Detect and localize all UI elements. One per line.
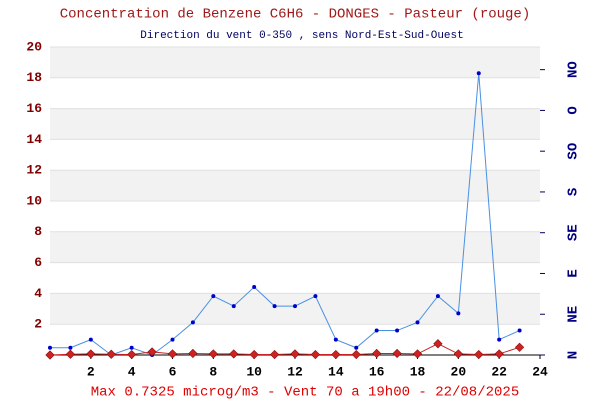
y2-tick-label: O: [566, 106, 582, 114]
point: [395, 328, 400, 333]
point: [272, 304, 277, 309]
point: [249, 349, 259, 360]
point: [293, 304, 297, 309]
y-tick-label: 6: [34, 255, 42, 270]
point: [252, 285, 257, 290]
y2-tick-label: SO: [566, 143, 582, 160]
point: [106, 349, 116, 359]
point: [127, 349, 137, 360]
point: [514, 342, 525, 352]
y-tick-label: 18: [26, 70, 42, 85]
y2-tick-label: NO: [566, 61, 582, 78]
point: [453, 349, 463, 359]
x-tick-label: 6: [169, 364, 177, 379]
y-tick-label: 20: [26, 39, 42, 54]
point: [433, 339, 443, 349]
chart-subtitle: Direction du vent 0-350 , sens Nord-Est-…: [140, 30, 463, 42]
y2-tick-label: S: [566, 188, 582, 196]
point: [372, 348, 382, 359]
point: [211, 294, 216, 299]
x-tick-label: 16: [369, 364, 385, 379]
point: [147, 347, 157, 357]
grid-band: [50, 231, 540, 263]
point: [331, 349, 341, 360]
point: [170, 337, 175, 342]
y-tick-label: 12: [26, 163, 42, 178]
point: [374, 328, 379, 333]
chart-footer: Max 0.7325 microg/m3 - Vent 70 a 19h00 -…: [91, 385, 519, 400]
point: [65, 349, 76, 359]
point: [229, 349, 239, 359]
y-tick-label: 2: [34, 317, 42, 332]
grid-band: [50, 170, 540, 201]
point: [231, 304, 236, 309]
point: [412, 349, 423, 359]
point: [456, 311, 461, 316]
point: [208, 349, 218, 359]
point: [290, 349, 300, 359]
point: [129, 345, 134, 350]
point: [188, 348, 198, 359]
point: [48, 345, 52, 350]
x-tick-label: 18: [410, 364, 426, 379]
point: [435, 294, 440, 299]
point: [167, 349, 178, 359]
point: [269, 349, 280, 360]
point: [45, 350, 55, 360]
point: [190, 320, 195, 325]
y-tick-label: 8: [34, 224, 42, 239]
y2-tick-label: NE: [566, 306, 582, 323]
x-tick-label: 24: [532, 364, 548, 379]
x-tick-label: 8: [209, 364, 217, 379]
y2-tick-label: E: [566, 269, 582, 277]
point: [313, 294, 318, 299]
point: [86, 349, 96, 359]
x-tick-label: 22: [491, 364, 507, 379]
point: [497, 337, 502, 342]
point: [333, 337, 338, 342]
x-tick-label: 20: [451, 364, 467, 379]
y-tick-label: 4: [34, 286, 42, 301]
y2-tick-label: SE: [566, 224, 582, 241]
y-tick-label: 14: [26, 132, 42, 147]
x-tick-label: 14: [328, 364, 344, 379]
x-tick-label: 2: [87, 364, 95, 379]
chart-title: Concentration de Benzene C6H6 - DONGES -…: [60, 7, 530, 23]
x-tick-label: 12: [287, 364, 303, 379]
point: [494, 349, 504, 359]
point: [392, 348, 402, 359]
grid-band: [50, 293, 540, 325]
x-tick-label: 4: [128, 364, 136, 379]
point: [354, 345, 359, 350]
grid-band: [50, 108, 540, 140]
y-tick-label: 10: [26, 193, 42, 208]
x-tick-label: 10: [246, 364, 262, 379]
y-tick-label: 16: [26, 101, 42, 116]
point: [68, 345, 73, 350]
point: [474, 349, 484, 360]
point: [310, 349, 321, 360]
point: [88, 337, 93, 342]
y2-tick-label: N: [566, 351, 582, 359]
series-line: [50, 73, 520, 356]
point: [351, 349, 361, 360]
point: [517, 328, 522, 333]
point: [415, 320, 420, 325]
grid-band: [50, 47, 540, 78]
series-line: [49, 343, 520, 356]
point: [476, 71, 481, 76]
